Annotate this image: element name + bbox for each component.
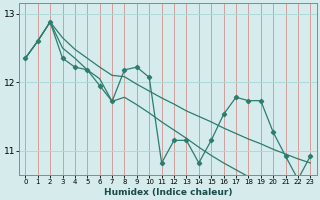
X-axis label: Humidex (Indice chaleur): Humidex (Indice chaleur): [104, 188, 232, 197]
